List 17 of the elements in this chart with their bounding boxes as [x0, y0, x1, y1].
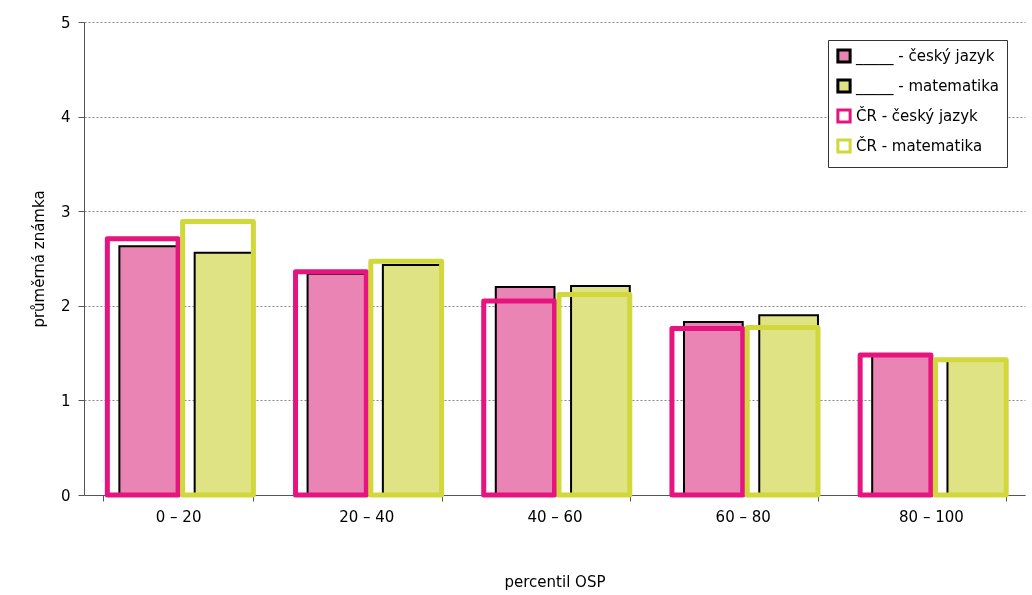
legend-label: _____ - český jazyk: [855, 47, 995, 66]
y-tick-label: 3: [60, 202, 71, 221]
legend-label: ČR - český jazyk: [856, 106, 979, 125]
x-tick-label: 80 – 100: [899, 507, 964, 526]
y-tick-label: 4: [60, 108, 71, 127]
legend-label: _____ - matematika: [855, 77, 999, 96]
x-axis-title: percentil OSP: [504, 572, 606, 591]
x-tick-label: 60 – 80: [715, 507, 771, 526]
y-tick-label: 5: [60, 13, 71, 32]
y-tick-label: 1: [60, 391, 71, 410]
x-tick-label: 0 – 20: [155, 507, 202, 526]
x-tick-label: 40 – 60: [527, 507, 583, 526]
legend-label: ČR - matematika: [856, 136, 983, 155]
x-tick-label: 20 – 40: [339, 507, 395, 526]
y-tick-label: 0: [60, 486, 71, 505]
y-tick-label: 2: [60, 297, 71, 316]
y-axis-title: průměrná známka: [29, 190, 48, 328]
